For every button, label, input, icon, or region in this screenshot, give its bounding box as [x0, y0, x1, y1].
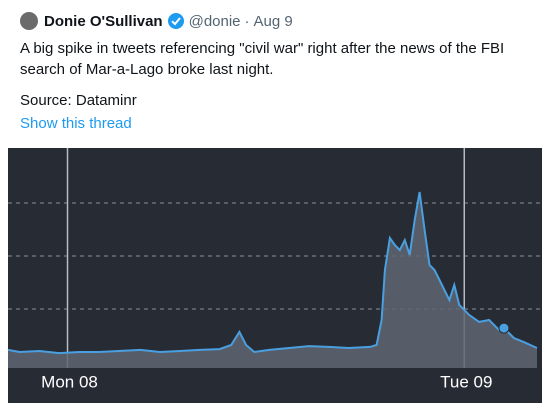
area-fill — [8, 192, 537, 368]
tweet-header: Donie O'Sullivan @donie · Aug 9 — [20, 12, 293, 30]
verified-badge — [167, 13, 184, 29]
tweet-source: Source: Dataminr — [20, 92, 137, 109]
show-thread[interactable]: Show this thread — [20, 115, 132, 132]
tweet-text: A big spike in tweets referencing "civil… — [20, 40, 505, 78]
chart: Mon 08 Tue 09 — [8, 148, 542, 403]
date[interactable]: Aug 9 — [253, 12, 293, 30]
separator: · — [244, 12, 250, 30]
area-line — [8, 191, 538, 355]
x-tick-label: Mon 08 — [41, 372, 98, 391]
author-name[interactable]: Donie O'Sullivan — [44, 12, 163, 30]
handle[interactable]: @donie — [188, 12, 241, 30]
highlight-point — [498, 322, 510, 334]
avatar[interactable] — [20, 12, 38, 30]
x-tick-label: Tue 09 — [440, 372, 492, 391]
